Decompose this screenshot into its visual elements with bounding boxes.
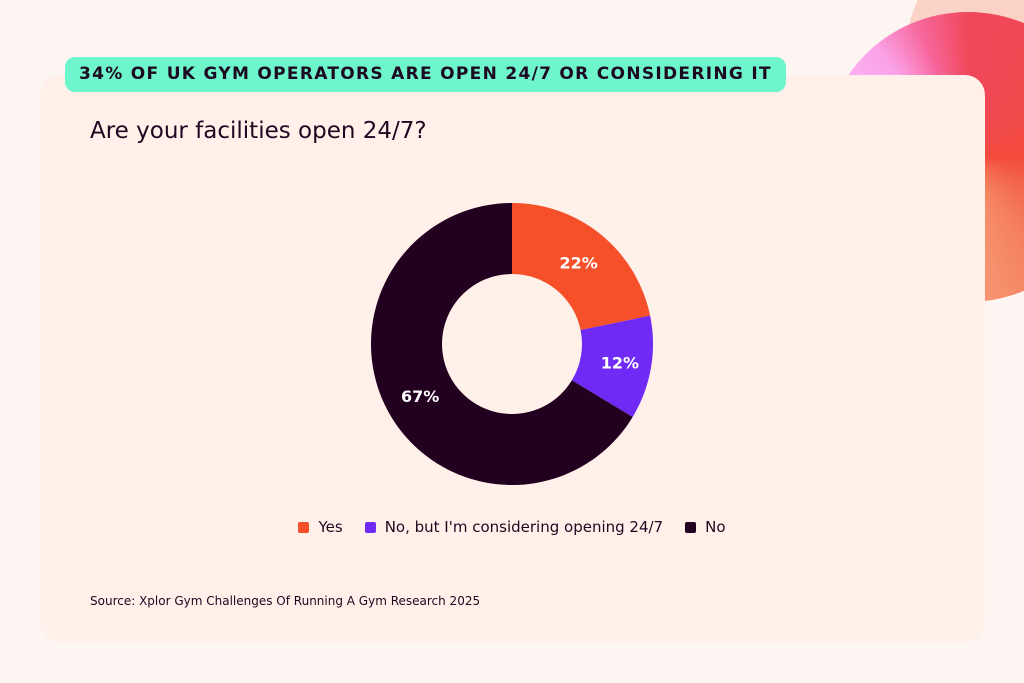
legend-item-considering: No, but I'm considering opening 24/7 <box>364 518 664 536</box>
data-label-2: 67% <box>401 387 439 406</box>
legend: Yes No, but I'm considering opening 24/7… <box>0 518 1024 536</box>
legend-swatch <box>298 521 310 533</box>
donut-slice-0 <box>512 203 651 330</box>
data-label-1: 12% <box>601 354 639 373</box>
legend-label: No, but I'm considering opening 24/7 <box>384 518 664 536</box>
headline-banner: 34% OF UK GYM OPERATORS ARE OPEN 24/7 OR… <box>65 57 786 92</box>
legend-item-yes: Yes <box>298 518 343 536</box>
chart-title: Are your facilities open 24/7? <box>90 118 427 144</box>
data-label-0: 22% <box>560 253 598 272</box>
donut-slice-1 <box>571 315 653 418</box>
legend-swatch <box>364 521 376 533</box>
legend-label: No <box>705 518 726 536</box>
donut-slice-2 <box>371 203 633 485</box>
source-note: Source: Xplor Gym Challenges Of Running … <box>90 594 481 608</box>
legend-item-no: No <box>685 518 726 536</box>
legend-swatch <box>685 521 697 533</box>
chart-card <box>40 75 985 642</box>
legend-label: Yes <box>318 518 343 536</box>
